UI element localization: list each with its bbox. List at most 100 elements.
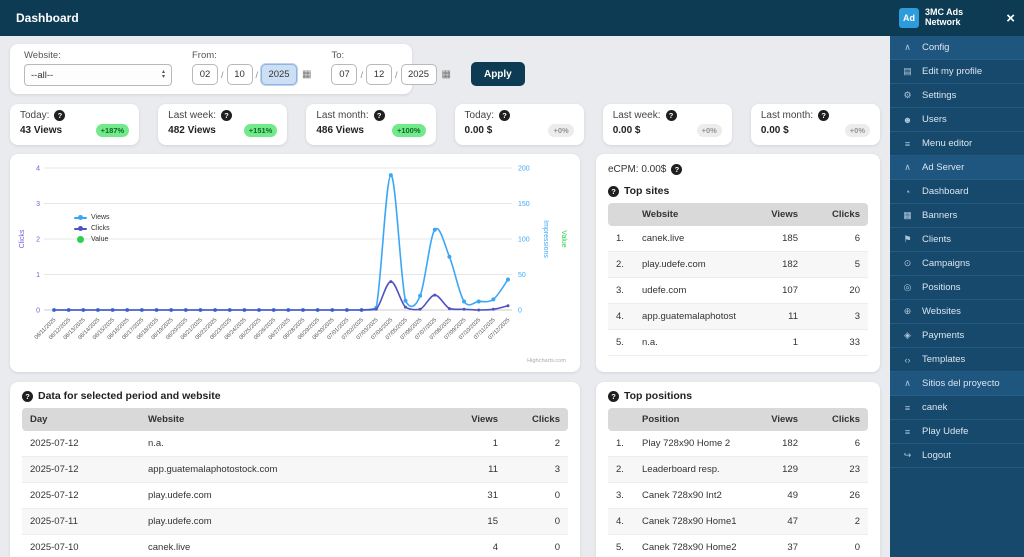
sidebar-item-play-udefe[interactable]: ≡ Play Udefe [890,420,1024,444]
sidebar-item-edit-my-profile[interactable]: ▤ Edit my profile [890,60,1024,84]
cell-name: udefe.com [642,285,687,296]
cell-views: 129 [782,464,798,475]
chevron-up-icon: ∧ [904,378,911,388]
help-icon[interactable]: ? [373,110,385,121]
sidebar-item-users[interactable]: ☻ Users [890,108,1024,132]
stat-change-badge: +0% [696,124,722,137]
legend-item-views[interactable]: Views [74,214,110,221]
stat-value: 43 Views [20,125,63,136]
chart-series-clicks [53,280,509,311]
filter-bar: Website: --all-- ▴▾ From: / / ▦ To: [10,44,525,94]
sidebar-item-menu-editor[interactable]: ≡ Menu editor [890,132,1024,156]
help-icon[interactable]: ? [54,110,66,121]
to-year-input[interactable] [400,64,437,85]
to-day-input[interactable] [366,64,392,85]
cell-views: 15 [487,516,498,527]
period-data-card: ? Data for selected period and website D… [10,382,580,557]
sidebar-item-websites[interactable]: ⊕ Websites [890,300,1024,324]
sidebar-group-ad-server[interactable]: ∧ Ad Server [890,156,1024,180]
table-row: 2. Leaderboard resp. 129 23 [608,457,868,483]
help-icon[interactable]: ? [608,390,619,402]
sidebar-item-campaigns[interactable]: ⊙ Campaigns [890,252,1024,276]
data-col-2: Views [471,414,498,425]
sidebar-item-canek[interactable]: ≡ canek [890,396,1024,420]
data-col-0: Day [30,414,48,425]
stat-card: Last month:? 486 Views +100% [306,104,436,145]
table-row: 3. Canek 728x90 Int2 49 26 [608,483,868,509]
legend-label: Value [91,236,109,243]
cell-views: 11 [788,311,798,322]
sidebar-item-positions[interactable]: ◎ Positions [890,276,1024,300]
help-icon[interactable]: ? [665,110,677,121]
help-icon[interactable]: ? [671,164,683,175]
stat-label: Last month: [316,110,369,121]
stat-label: Today: [20,110,50,121]
website-select[interactable]: --all-- ▴ ▾ [24,64,172,86]
date-separator: / [221,69,224,80]
sidebar-item-label: Play Udefe [922,426,969,437]
cell-name: Canek 728x90 Home2 [642,542,736,553]
positions-col-1: Position [642,414,680,425]
from-year-input[interactable] [261,64,298,85]
table-row: 1. canek.live 185 6 [608,226,868,252]
legend-item-value[interactable]: Value [74,236,110,243]
sidebar-item-label: Users [922,114,947,125]
payments-icon: ◈ [904,330,911,340]
sites-col-2: Views [771,209,798,220]
website-filter-group: Website: --all-- ▴ ▾ [24,50,172,86]
help-icon[interactable]: ? [220,110,232,121]
stat-value: 0.00 $ [464,125,493,136]
cell-name: Leaderboard resp. [642,464,720,475]
stat-card-label-row: Last week:? [168,110,277,121]
stat-card: Last week:? 482 Views +151% [158,104,288,145]
cell-index: 2025-07-12 [30,490,79,501]
to-month-input[interactable] [331,64,358,85]
period-data-table: Day Website Views Clicks 2025-07-12 n.a. 1 2 202… [22,408,568,557]
sidebar-group-sitios-del-proyecto[interactable]: ∧ Sitios del proyecto [890,372,1024,396]
sidebar-item-clients[interactable]: ⚑ Clients [890,228,1024,252]
stat-label: Last week: [612,110,661,121]
stat-change-badge: +0% [844,124,871,137]
date-separator: / [255,69,259,80]
close-icon[interactable]: × [1006,9,1015,27]
cell-views: 37 [787,542,798,553]
date-separator: / [360,69,363,80]
cell-index: 2025-07-12 [30,438,79,449]
calendar-icon[interactable]: ▦ [302,69,312,80]
sidebar-group-config[interactable]: ∧ Config [890,36,1024,60]
sidebar-item-templates[interactable]: ‹› Templates [890,348,1024,372]
stat-card-label-row: Today:? [20,110,129,121]
help-icon[interactable]: ? [22,390,33,402]
legend-item-clicks[interactable]: Clicks [74,225,110,232]
table-header: Position Views Clicks [608,408,868,431]
sidebar-item-dashboard[interactable]: ◔ Dashboard [890,180,1024,204]
top-sites-title-text: Top sites [624,185,670,197]
chart-legend[interactable]: Views Clicks Value [74,214,110,243]
sidebar-item-label: Edit my profile [922,66,983,77]
sidebar-item-logout[interactable]: ↪ Logout [890,444,1024,468]
cell-index: 4. [616,311,624,322]
cell-clicks: 2 [854,516,860,527]
sidebar-item-label: Banners [922,210,958,221]
calendar-icon[interactable]: ▦ [441,69,451,80]
apply-button[interactable]: Apply [470,62,525,86]
help-icon[interactable]: ? [818,110,830,121]
sidebar-item-payments[interactable]: ◈ Payments [890,324,1024,348]
svg-text:100: 100 [518,237,530,244]
from-day-input[interactable] [226,64,253,85]
gear-icon: ⚙ [903,90,912,100]
cell-index: 1. [616,233,624,244]
cell-views: 4 [492,542,498,553]
cell-index: 1. [616,438,624,449]
help-icon[interactable]: ? [498,110,510,121]
cell-index: 5. [616,337,624,348]
line-chart: 0 0 50 1 100 2 150 3 200 4 Clicks Impressions Value 0… [14,158,576,371]
help-icon[interactable]: ? [608,185,619,197]
from-month-input[interactable] [192,64,218,85]
stat-label: Last week: [168,110,216,121]
stat-card: Today:? 43 Views +187% [10,104,140,145]
sidebar-item-banners[interactable]: ▦ Banners [890,204,1024,228]
sidebar-item-settings[interactable]: ⚙ Settings [890,84,1024,108]
data-col-3: Clicks [532,414,560,425]
top-positions-card: ? Top positions Position Views Clicks 1. Pla… [596,382,880,557]
